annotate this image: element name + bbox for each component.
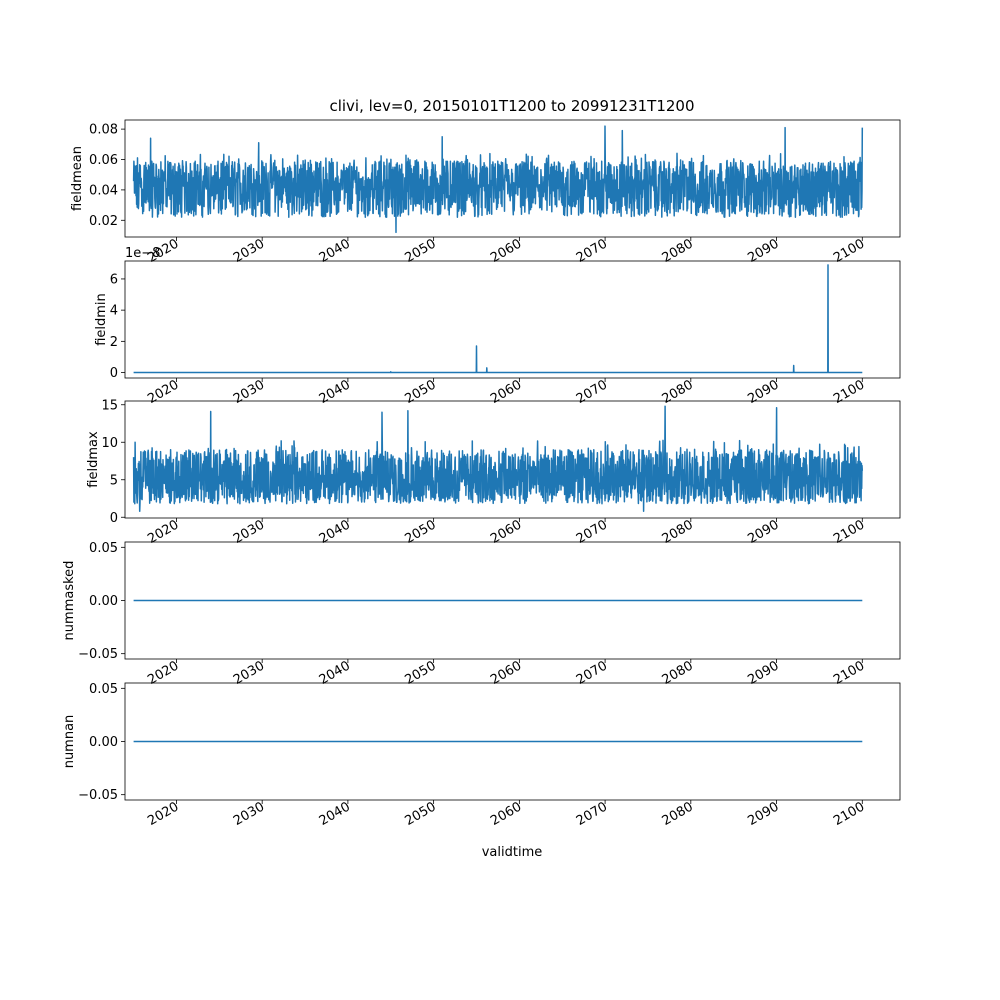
xtick-label-fieldmean: 2070 bbox=[574, 236, 610, 266]
xtick-label-fieldmean: 2060 bbox=[488, 236, 524, 266]
xtick-label-nummasked: 2020 bbox=[145, 658, 181, 688]
xtick-label-numnan: 2040 bbox=[317, 799, 353, 829]
ytick-label-nummasked: 0.05 bbox=[89, 541, 118, 556]
ytick-label-numnan: 0.05 bbox=[89, 682, 118, 697]
xtick-label-fieldmean: 2050 bbox=[402, 236, 438, 266]
xtick-label-numnan: 2060 bbox=[488, 799, 524, 829]
ylabel-numnan: numnan bbox=[62, 715, 77, 769]
series-line-fieldmean bbox=[132, 125, 864, 234]
xtick-label-numnan: 2100 bbox=[831, 799, 867, 829]
ytick-label-nummasked: −0.05 bbox=[78, 647, 118, 662]
ytick-label-fieldmean: 0.02 bbox=[89, 214, 118, 229]
ytick-label-fieldmean: 0.06 bbox=[89, 153, 118, 168]
xtick-label-nummasked: 2070 bbox=[574, 658, 610, 688]
xlabel: validtime bbox=[482, 845, 543, 860]
xtick-label-numnan: 2030 bbox=[231, 799, 267, 829]
axes-frame-fieldmean bbox=[124, 119, 901, 238]
xtick-label-nummasked: 2090 bbox=[745, 658, 781, 688]
xtick-label-fieldmin: 2090 bbox=[745, 377, 781, 407]
xtick-label-fieldmax: 2070 bbox=[574, 517, 610, 547]
ytick-label-nummasked: 0.00 bbox=[89, 594, 118, 609]
xtick-label-fieldmin: 2080 bbox=[660, 377, 696, 407]
ytick-label-fieldmax: 10 bbox=[101, 436, 118, 451]
offset-text-fieldmin: 1e−8 bbox=[125, 246, 160, 261]
ytick-label-fieldmean: 0.08 bbox=[89, 123, 118, 138]
series-line-fieldmax bbox=[132, 405, 864, 513]
xtick-label-nummasked: 2050 bbox=[402, 658, 438, 688]
panel-numnan: numnan −0.05 0.00 0.05 2020 2030 2040 2050 2060… bbox=[62, 682, 901, 829]
ytick-label-fieldmin: 0 bbox=[110, 366, 118, 381]
xtick-label-nummasked: 2060 bbox=[488, 658, 524, 688]
xtick-label-fieldmean: 2040 bbox=[317, 236, 353, 266]
chart-title: clivi, lev=0, 20150101T1200 to 20991231T… bbox=[329, 97, 694, 115]
xtick-label-nummasked: 2100 bbox=[831, 658, 867, 688]
ytick-label-fieldmax: 15 bbox=[101, 398, 118, 413]
xtick-label-nummasked: 2080 bbox=[660, 658, 696, 688]
xtick-label-fieldmean: 2080 bbox=[660, 236, 696, 266]
xtick-label-fieldmax: 2060 bbox=[488, 517, 524, 547]
panel-nummasked: nummasked −0.05 0.00 0.05 2020 2030 2040 2050 2… bbox=[62, 541, 901, 688]
xtick-label-fieldmax: 2050 bbox=[402, 517, 438, 547]
xtick-label-fieldmean: 2100 bbox=[831, 236, 867, 266]
xtick-label-fieldmax: 2090 bbox=[745, 517, 781, 547]
xtick-label-fieldmin: 2060 bbox=[488, 377, 524, 407]
xtick-label-fieldmean: 2090 bbox=[745, 236, 781, 266]
ylabel-fieldmax: fieldmax bbox=[86, 431, 101, 488]
xtick-label-fieldmax: 2020 bbox=[145, 517, 181, 547]
xtick-label-nummasked: 2030 bbox=[231, 658, 267, 688]
xtick-label-fieldmax: 2030 bbox=[231, 517, 267, 547]
ytick-label-fieldmax: 0 bbox=[110, 511, 118, 526]
xtick-label-fieldmax: 2040 bbox=[317, 517, 353, 547]
ytick-label-numnan: 0.00 bbox=[89, 735, 118, 750]
xtick-label-fieldmin: 2040 bbox=[317, 377, 353, 407]
ytick-label-fieldmin: 6 bbox=[110, 272, 118, 287]
axes-frame-fieldmin bbox=[124, 260, 901, 379]
xtick-label-fieldmin: 2020 bbox=[145, 377, 181, 407]
xtick-label-fieldmax: 2080 bbox=[660, 517, 696, 547]
xtick-label-fieldmin: 2070 bbox=[574, 377, 610, 407]
ytick-label-fieldmin: 4 bbox=[110, 304, 118, 319]
xtick-label-numnan: 2050 bbox=[402, 799, 438, 829]
ytick-label-numnan: −0.05 bbox=[78, 788, 118, 803]
xtick-label-numnan: 2070 bbox=[574, 799, 610, 829]
ytick-label-fieldmean: 0.04 bbox=[89, 183, 118, 198]
series-line-fieldmin bbox=[133, 264, 863, 374]
ytick-label-fieldmin: 2 bbox=[110, 335, 118, 350]
ylabel-nummasked: nummasked bbox=[62, 561, 77, 641]
ylabel-fieldmean: fieldmean bbox=[70, 146, 85, 211]
xtick-label-numnan: 2090 bbox=[745, 799, 781, 829]
xtick-label-fieldmin: 2050 bbox=[402, 377, 438, 407]
panel-fieldmax: fieldmax 0 5 10 15 2020 2030 2040 2050 2060 2070 2… bbox=[86, 398, 901, 547]
xtick-label-fieldmin: 2100 bbox=[831, 377, 867, 407]
xtick-label-fieldmax: 2100 bbox=[831, 517, 867, 547]
xtick-label-numnan: 2020 bbox=[145, 799, 181, 829]
axes-frame-fieldmax bbox=[124, 400, 901, 519]
xtick-label-numnan: 2080 bbox=[660, 799, 696, 829]
ylabel-fieldmin: fieldmin bbox=[94, 293, 109, 346]
xtick-label-nummasked: 2040 bbox=[317, 658, 353, 688]
xtick-label-fieldmean: 2030 bbox=[231, 236, 267, 266]
panel-fieldmin: fieldmin 1e−8 0 2 4 6 2020 2030 2040 2050 2060 20… bbox=[94, 246, 901, 407]
ytick-label-fieldmax: 5 bbox=[110, 473, 118, 488]
xtick-label-fieldmin: 2030 bbox=[231, 377, 267, 407]
